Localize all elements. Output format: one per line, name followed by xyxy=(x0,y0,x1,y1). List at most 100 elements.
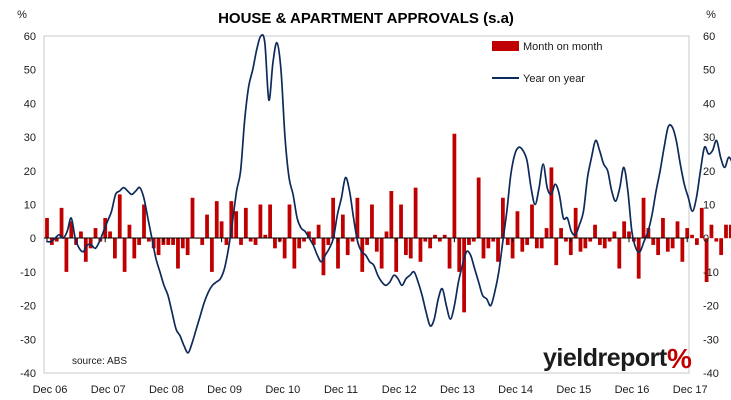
bar-month-on-month xyxy=(724,224,728,239)
bar-month-on-month xyxy=(83,238,88,262)
bar-month-on-month xyxy=(45,217,49,239)
bar-month-on-month xyxy=(505,238,510,245)
bar-month-on-month xyxy=(656,238,660,256)
bar-month-on-month xyxy=(132,238,137,259)
bar-month-on-month xyxy=(355,197,360,239)
bars-layer xyxy=(45,133,731,313)
y-tick-left: 40 xyxy=(24,98,36,110)
y-tick-right: 20 xyxy=(703,166,715,178)
y-tick-left: 50 xyxy=(24,65,36,77)
bar-month-on-month xyxy=(690,234,694,239)
bar-month-on-month xyxy=(636,238,641,279)
bar-month-on-month xyxy=(404,238,408,256)
plot-frame xyxy=(43,35,690,374)
bar-month-on-month xyxy=(501,197,505,239)
bar-month-on-month xyxy=(108,231,112,239)
legend-label-year-on-year: Year on year xyxy=(523,73,585,85)
bar-month-on-month xyxy=(389,191,394,239)
y-axis-right-labels: 60 50 40 30 20 10 0 -10 -20 -30 -40 xyxy=(703,31,719,380)
y-tick-right: -20 xyxy=(703,301,719,313)
bar-month-on-month xyxy=(598,238,602,245)
bar-month-on-month xyxy=(699,207,704,239)
bar-month-on-month xyxy=(685,228,690,239)
bar-month-on-month xyxy=(287,204,292,239)
y-tick-right: 40 xyxy=(703,98,715,110)
bar-month-on-month xyxy=(530,204,534,239)
bar-month-on-month xyxy=(510,238,515,259)
bar-month-on-month xyxy=(166,238,171,245)
bar-month-on-month xyxy=(476,177,481,239)
bar-month-on-month xyxy=(113,238,117,259)
y-tick-left: 60 xyxy=(24,31,36,43)
bar-month-on-month xyxy=(117,194,122,239)
bar-month-on-month xyxy=(176,238,180,269)
bar-month-on-month xyxy=(423,238,428,242)
bar-month-on-month xyxy=(573,207,578,239)
y-axis-right-unit: % xyxy=(706,9,716,21)
bar-month-on-month xyxy=(156,238,161,256)
bar-month-on-month xyxy=(646,228,651,239)
y-tick-left: 30 xyxy=(24,132,36,144)
bar-month-on-month xyxy=(316,224,321,239)
bar-month-on-month xyxy=(612,231,617,239)
bar-month-on-month xyxy=(399,204,403,239)
bar-month-on-month xyxy=(481,238,486,259)
bar-month-on-month xyxy=(200,238,205,245)
y-tick-left: -20 xyxy=(20,301,36,313)
bar-month-on-month xyxy=(365,238,369,245)
bar-month-on-month xyxy=(447,238,452,269)
bar-month-on-month xyxy=(515,211,520,239)
legend: Month on month Year on year xyxy=(492,41,603,85)
legend-label-month-on-month: Month on month xyxy=(523,41,603,53)
x-axis-labels: Dec 06 Dec 07 Dec 08 Dec 09 Dec 10 Dec 11 Dec … xyxy=(33,384,708,396)
bar-month-on-month xyxy=(142,204,146,239)
bar-month-on-month xyxy=(428,238,433,249)
bar-month-on-month xyxy=(520,238,525,252)
y-tick-right: -30 xyxy=(703,334,719,346)
y-tick-right: 0 xyxy=(703,233,709,245)
y-tick-left: 10 xyxy=(24,200,36,212)
bar-month-on-month xyxy=(559,228,563,239)
bar-month-on-month xyxy=(229,201,234,239)
bar-month-on-month xyxy=(675,221,680,239)
bar-month-on-month xyxy=(564,238,568,242)
y-tick-right: 30 xyxy=(703,132,715,144)
y-tick-left: 20 xyxy=(24,166,36,178)
bar-month-on-month xyxy=(137,238,142,245)
bar-month-on-month xyxy=(593,224,597,239)
bar-month-on-month xyxy=(88,238,93,249)
bar-month-on-month xyxy=(127,224,132,239)
legend-swatch-month-on-month xyxy=(492,41,519,51)
x-tick-label: Dec 07 xyxy=(91,384,126,396)
x-tick-label: Dec 09 xyxy=(207,384,242,396)
x-tick-label: Dec 10 xyxy=(265,384,300,396)
bar-month-on-month xyxy=(345,238,350,256)
x-tick-label: Dec 17 xyxy=(673,384,708,396)
bar-month-on-month xyxy=(670,238,675,249)
bar-month-on-month xyxy=(243,207,248,239)
bar-month-on-month xyxy=(496,238,500,262)
bar-month-on-month xyxy=(651,238,656,245)
bar-month-on-month xyxy=(59,207,64,239)
bar-month-on-month xyxy=(665,238,670,252)
bar-month-on-month xyxy=(588,238,593,242)
bar-month-on-month xyxy=(340,214,345,239)
bar-month-on-month xyxy=(292,238,297,269)
x-tick-label: Dec 12 xyxy=(382,384,417,396)
bar-month-on-month xyxy=(239,238,243,245)
y-axis-left-unit: % xyxy=(17,9,27,21)
y-tick-left: -30 xyxy=(20,334,36,346)
brand-percent-symbol: % xyxy=(667,343,692,374)
bar-month-on-month xyxy=(205,214,209,239)
bar-month-on-month xyxy=(273,238,277,249)
x-tick-label: Dec 06 xyxy=(33,384,68,396)
bar-month-on-month xyxy=(180,238,185,249)
bar-month-on-month xyxy=(568,238,573,256)
bar-month-on-month xyxy=(384,231,389,239)
bar-month-on-month xyxy=(219,221,224,239)
bar-month-on-month xyxy=(282,238,287,259)
bar-month-on-month xyxy=(234,211,239,239)
bar-month-on-month xyxy=(185,238,190,256)
bar-month-on-month xyxy=(69,221,74,239)
